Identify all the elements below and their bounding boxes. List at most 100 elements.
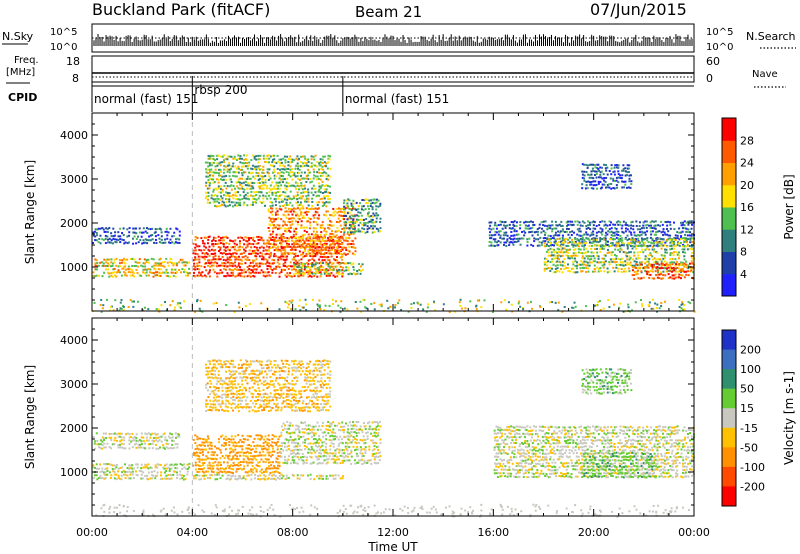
data-cell	[622, 251, 625, 254]
data-cell	[552, 271, 555, 274]
data-cell	[569, 231, 572, 234]
data-cell	[663, 231, 666, 234]
data-cell	[211, 264, 214, 267]
data-cell	[662, 234, 665, 237]
data-cell	[347, 269, 350, 272]
data-cell	[549, 235, 552, 238]
data-cell	[336, 270, 339, 273]
data-cell	[502, 237, 505, 240]
data-cell	[253, 194, 256, 197]
data-cell	[160, 272, 163, 275]
data-cell	[228, 252, 231, 255]
data-cell	[219, 185, 222, 188]
data-cell	[375, 201, 378, 204]
data-cell	[290, 308, 293, 311]
data-cell	[232, 240, 235, 243]
data-cell	[210, 258, 213, 261]
data-cell	[684, 233, 687, 236]
data-cell	[278, 262, 281, 265]
data-cell	[613, 244, 616, 247]
data-cell	[293, 243, 296, 246]
data-cell	[146, 231, 149, 234]
data-cell	[230, 184, 233, 187]
data-cell	[314, 164, 317, 167]
data-cell	[305, 269, 308, 272]
data-cell	[147, 463, 150, 466]
data-cell	[151, 439, 154, 442]
data-cell	[671, 263, 674, 266]
data-cell	[352, 215, 355, 218]
data-cell	[642, 227, 645, 230]
data-cell	[273, 191, 276, 194]
data-cell	[561, 310, 564, 313]
data-cell	[226, 185, 229, 188]
data-cell	[660, 244, 663, 247]
data-cell	[294, 255, 297, 258]
data-cell	[289, 184, 292, 187]
data-cell	[672, 245, 675, 248]
data-cell	[635, 224, 638, 227]
data-cell	[147, 261, 150, 264]
data-cell	[266, 249, 269, 252]
data-cell	[656, 303, 659, 306]
data-cell	[608, 224, 611, 227]
data-cell	[257, 242, 260, 245]
data-cell	[246, 275, 249, 278]
data-cell	[551, 267, 554, 270]
data-cell	[615, 245, 618, 248]
data-cell	[265, 161, 268, 164]
data-cell	[574, 242, 577, 245]
data-cell	[135, 237, 138, 240]
data-cell	[276, 210, 279, 213]
data-cell	[310, 158, 313, 161]
data-cell	[113, 258, 116, 261]
y-tick-label: 4000	[60, 129, 88, 142]
data-cell	[282, 191, 285, 194]
data-cell	[173, 470, 176, 473]
data-cell	[355, 218, 358, 221]
data-cell	[207, 238, 210, 241]
data-cell	[212, 157, 215, 160]
data-cell	[251, 181, 254, 184]
data-cell	[492, 238, 495, 241]
data-cell	[572, 307, 575, 310]
data-cell	[271, 227, 274, 230]
data-cell	[653, 227, 656, 230]
data-cell	[113, 439, 116, 442]
data-cell	[622, 167, 625, 170]
data-cell	[230, 255, 233, 258]
data-cell	[346, 243, 349, 246]
data-cell	[678, 238, 681, 241]
data-cell	[640, 237, 643, 240]
data-cell	[529, 227, 532, 230]
data-cell	[315, 195, 318, 198]
data-cell	[248, 187, 251, 190]
data-cell	[654, 302, 657, 305]
data-cell	[630, 233, 633, 236]
data-cell	[343, 230, 346, 233]
data-cell	[348, 207, 351, 210]
data-cell	[277, 265, 280, 268]
data-cell	[291, 217, 294, 220]
data-cell	[563, 258, 566, 261]
data-cell	[237, 203, 240, 206]
data-cell	[171, 300, 174, 303]
data-cell	[218, 174, 221, 177]
data-cell	[300, 244, 303, 247]
data-cell	[169, 304, 172, 307]
data-cell	[246, 187, 249, 190]
data-cell	[207, 154, 210, 157]
data-cell	[689, 302, 692, 305]
data-cell	[590, 261, 593, 264]
data-cell	[586, 233, 589, 236]
data-cell	[232, 246, 235, 249]
data-cell	[669, 276, 672, 279]
data-cell	[188, 267, 191, 270]
data-cell	[178, 234, 181, 237]
data-cell	[660, 304, 663, 307]
data-cell	[226, 158, 229, 161]
data-cell	[120, 238, 123, 241]
data-cell	[303, 268, 306, 271]
data-cell	[213, 200, 216, 203]
data-cell	[255, 258, 258, 261]
